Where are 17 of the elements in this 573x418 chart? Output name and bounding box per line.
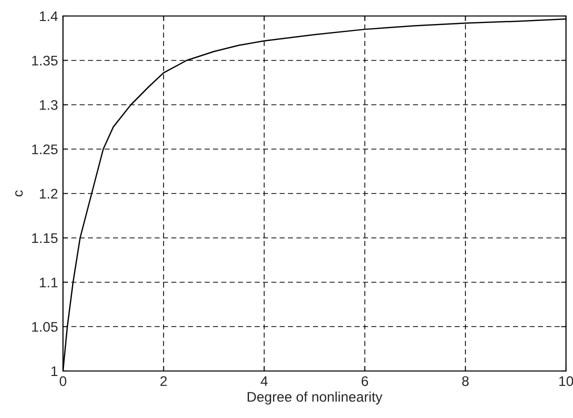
y-tick-label: 1.05 <box>32 322 58 332</box>
y-tick-label: 1.1 <box>40 278 58 288</box>
x-tick-label: 0 <box>60 376 66 386</box>
x-tick-label: 4 <box>260 376 268 386</box>
y-tick-label: 1.35 <box>32 56 58 66</box>
x-tick-label: 2 <box>160 376 167 386</box>
y-tick-label: 1.25 <box>32 144 58 154</box>
x-tick-label: 10 <box>559 376 573 386</box>
y-tick-label: 1 <box>51 366 58 376</box>
y-tick-label: 1.2 <box>40 188 58 199</box>
y-tick-label: 1.15 <box>32 233 58 244</box>
y-tick-label: 1.3 <box>40 100 58 110</box>
x-tick-label: 6 <box>362 376 368 386</box>
x-tick-label: 8 <box>462 376 469 386</box>
x-axis-title: Degree of nonlinearity <box>248 392 382 405</box>
y-tick-label: 1.4 <box>40 11 58 22</box>
y-axis-title: c <box>15 190 23 196</box>
